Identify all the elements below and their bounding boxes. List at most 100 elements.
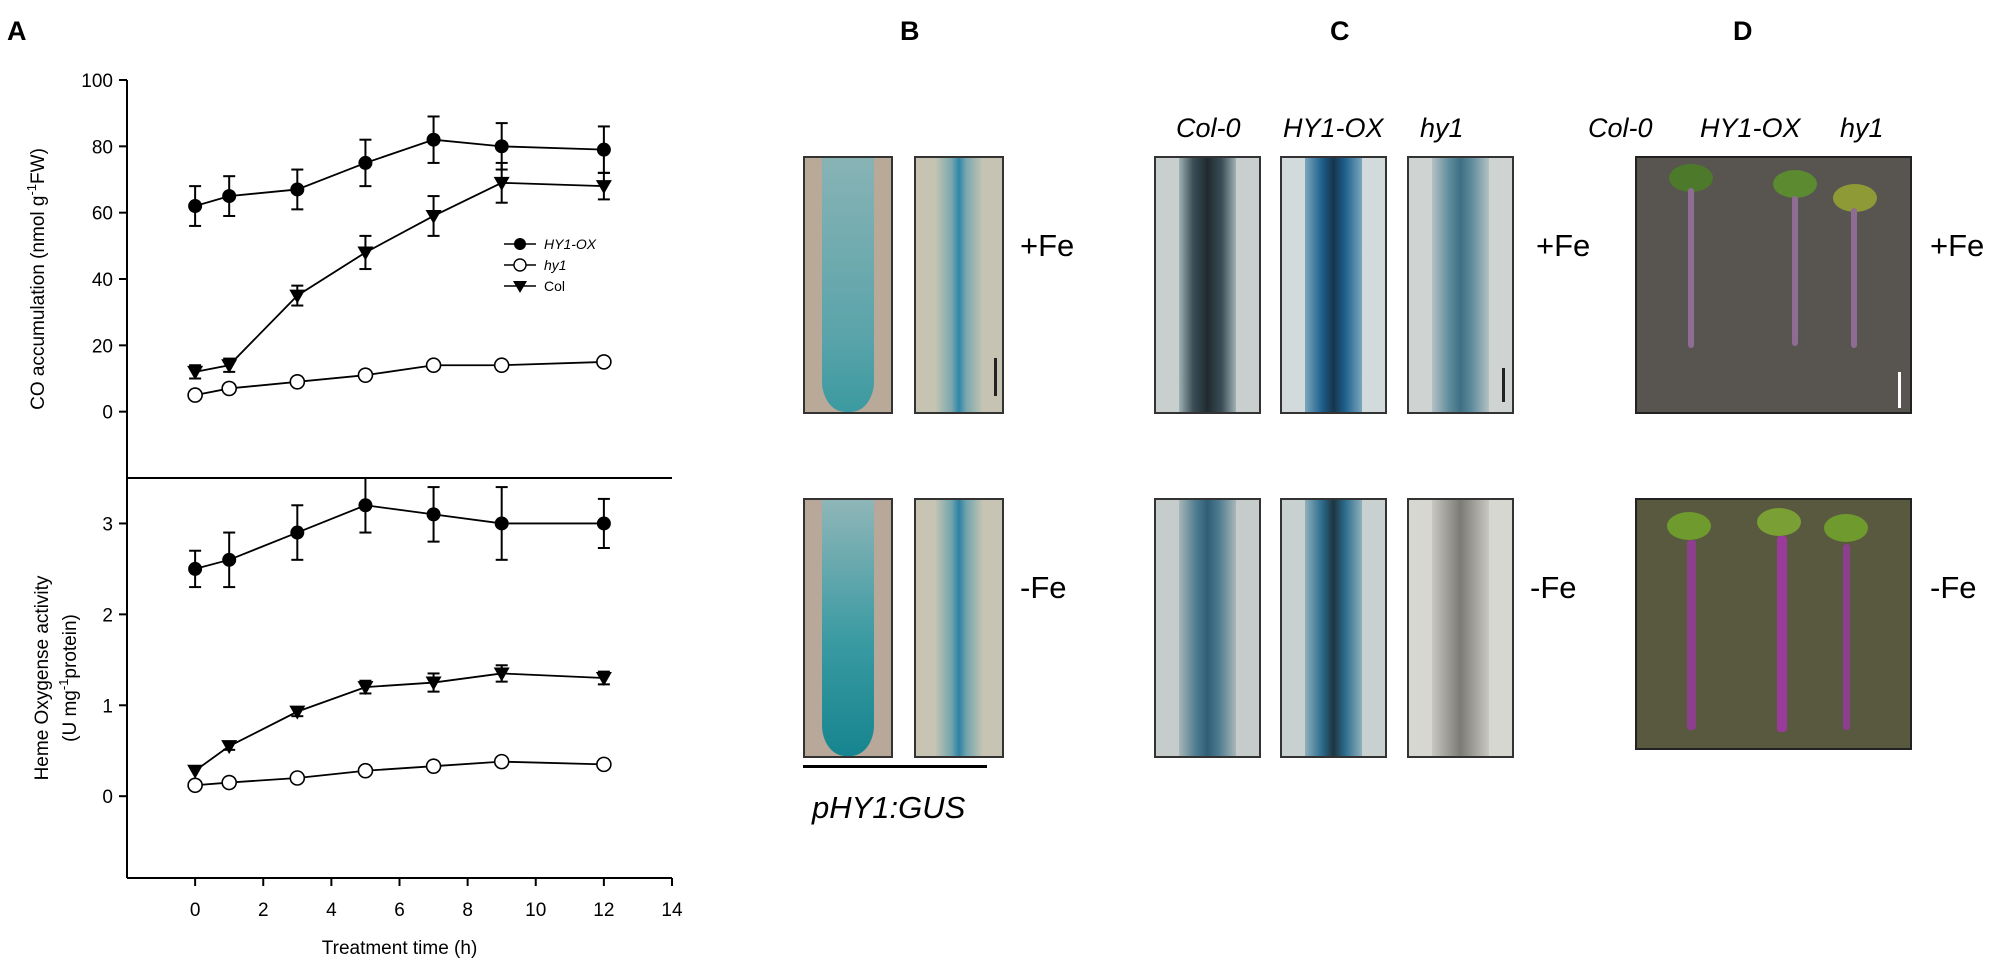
legend-label: HY1-OX [544, 236, 597, 252]
series-line-hy1 [194, 361, 604, 396]
panel-b-photo-root-plus-fe [914, 156, 1004, 414]
seedling-root [1688, 188, 1694, 348]
data-point-HY1-OX [426, 507, 441, 522]
x-tick-label: 0 [190, 900, 201, 921]
panel-c-genotype-col0: Col-0 [1176, 113, 1241, 143]
panel-label-b: B [900, 16, 920, 46]
panel-d-genotype-hy1ox: HY1-OX [1700, 113, 1801, 143]
scale-bar [1502, 368, 1505, 402]
data-point-hy1 [493, 753, 510, 770]
data-point-Col [221, 740, 238, 755]
y-tick-label: 0 [102, 403, 113, 424]
data-point-HY1-OX [426, 132, 441, 147]
data-point-Col [289, 705, 306, 720]
y-axis-label-superscript: -1 [56, 679, 71, 691]
data-point-hy1 [289, 374, 306, 390]
legend-label: Col [544, 278, 565, 294]
scale-bar [1898, 372, 1901, 408]
data-point-HY1-OX [188, 199, 203, 214]
data-point-Col [187, 365, 204, 380]
data-point-Col [357, 681, 374, 696]
data-point-hy1 [187, 387, 203, 403]
data-point-Col [187, 764, 204, 779]
series-line-HY1-OX [194, 138, 604, 207]
panel-label-a: A [7, 16, 27, 46]
panel-c-genotype-hy1ox: HY1-OX [1283, 113, 1384, 143]
data-point-hy1 [187, 777, 203, 794]
y-axis-label-part: FW) [28, 148, 49, 184]
panel-b-caption: pHY1:GUS [812, 790, 966, 825]
legend-label: hy1 [544, 257, 567, 273]
data-point-Col [493, 176, 510, 191]
co-accumulation-chart: 0 20 40 60 80 100 CO accumulation (nmol g-1FW)… [24, 71, 672, 479]
data-point-hy1 [596, 756, 612, 773]
data-point-HY1-OX [290, 525, 305, 540]
seedling-leaf [1773, 170, 1817, 198]
data-point-hy1 [596, 354, 612, 370]
x-axis-label: Treatment time (h) [322, 938, 478, 959]
y-axis-label: CO accumulation (nmol g-1FW) [24, 148, 49, 410]
condition-label-d-plus-fe: +Fe [1930, 228, 1985, 263]
panel-c-photo-hy1-minus-fe [1407, 498, 1514, 758]
legend-marker [514, 238, 526, 250]
panel-b-photo-root-tip-plus-fe [803, 156, 893, 414]
data-point-Col [289, 289, 306, 304]
seedling-root [1792, 196, 1798, 346]
data-point-HY1-OX [188, 561, 203, 576]
seedling-leaf [1669, 164, 1713, 192]
data-point-hy1 [221, 774, 237, 791]
data-point-HY1-OX [358, 155, 373, 170]
data-point-hy1 [357, 367, 374, 383]
seedling-root [1777, 536, 1787, 732]
data-point-Col [595, 672, 612, 686]
legend-marker [513, 281, 527, 293]
y-tick-label: 20 [92, 336, 113, 357]
data-point-HY1-OX [290, 182, 305, 197]
x-tick-label: 14 [661, 900, 683, 921]
seedling-leaf [1833, 184, 1877, 212]
data-point-HY1-OX [494, 516, 509, 531]
condition-label-d-minus-fe: -Fe [1930, 570, 1977, 605]
panel-c-photo-hy1ox-minus-fe [1280, 498, 1387, 758]
y-axis-label: Heme Oxygense activity (U mg-1protein) [32, 575, 81, 780]
series-line-Col [194, 181, 604, 373]
x-tick-label: 8 [462, 900, 473, 921]
panel-c-photo-col0-minus-fe [1154, 498, 1261, 758]
y-axis-label-part: CO accumulation (nmol g [28, 196, 49, 410]
y-axis-label-superscript: -1 [24, 184, 39, 196]
data-point-HY1-OX [358, 498, 373, 513]
data-point-hy1 [425, 357, 442, 374]
data-point-HY1-OX [596, 142, 611, 157]
data-point-hy1 [221, 380, 237, 397]
y-tick-label: 80 [92, 137, 113, 158]
y-axis-label-part: protein) [60, 614, 81, 678]
data-point-HY1-OX [222, 552, 237, 567]
x-tick-label: 2 [258, 900, 269, 921]
panel-d-genotype-hy1: hy1 [1840, 113, 1884, 143]
x-tick-label: 6 [394, 900, 405, 921]
y-tick-label: 60 [92, 204, 113, 225]
series-line-hy1 [195, 760, 604, 787]
data-point-HY1-OX [494, 139, 509, 154]
data-point-hy1 [493, 357, 510, 374]
series-line-Col [194, 672, 604, 772]
y-tick-label: 1 [102, 696, 113, 717]
condition-label-b-plus-fe: +Fe [1020, 228, 1075, 263]
data-point-Col [221, 359, 238, 374]
x-tick-label: 10 [525, 900, 546, 921]
y-axis-label-line1: Heme Oxygense activity [32, 575, 53, 780]
panel-b-photo-root-minus-fe [914, 498, 1004, 758]
panel-c-genotype-hy1: hy1 [1420, 113, 1464, 143]
scale-bar [994, 358, 997, 396]
seedling-leaf [1824, 514, 1868, 542]
data-point-Col [595, 180, 612, 195]
seedling-leaf [1757, 508, 1801, 536]
panel-c-photo-col0-plus-fe [1154, 156, 1261, 414]
seedling-root [1843, 544, 1850, 730]
panel-c-photo-hy1ox-plus-fe [1280, 156, 1387, 414]
seedling-root [1851, 208, 1857, 348]
y-tick-label: 100 [81, 71, 113, 92]
caption-underline [803, 765, 987, 768]
data-point-Col [425, 676, 442, 691]
